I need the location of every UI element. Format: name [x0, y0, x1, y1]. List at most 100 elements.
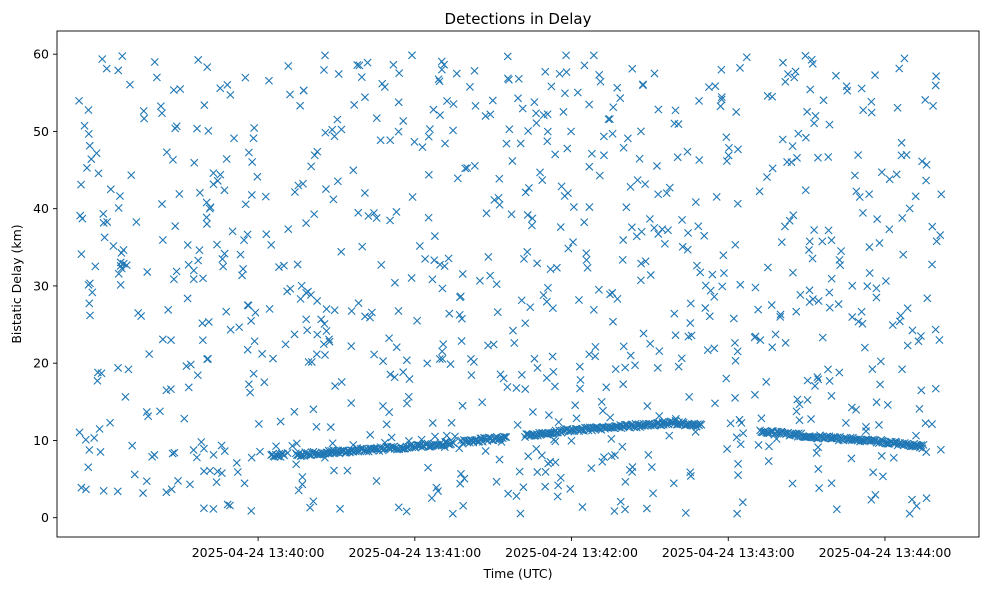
data-point-x-marker	[598, 406, 607, 415]
data-point-x-marker	[654, 105, 663, 114]
data-point-x-marker	[618, 255, 627, 264]
data-point-x-marker	[113, 487, 122, 496]
data-point-x-marker	[517, 370, 526, 379]
data-point-x-marker	[877, 451, 886, 460]
data-point-x-marker	[94, 169, 103, 178]
data-point-x-marker	[470, 161, 479, 170]
data-point-x-marker	[733, 347, 742, 356]
data-point-x-marker	[776, 312, 785, 321]
data-point-x-marker	[97, 369, 106, 378]
data-point-x-marker	[923, 294, 932, 303]
data-point-x-marker	[935, 336, 944, 344]
data-point-x-marker	[223, 500, 232, 509]
data-point-x-marker	[75, 428, 84, 437]
data-point-x-marker	[321, 51, 329, 60]
data-point-x-marker	[222, 155, 231, 163]
data-point-x-marker	[182, 362, 191, 371]
data-point-x-marker	[428, 275, 437, 284]
data-point-x-marker	[223, 80, 232, 89]
data-point-x-marker	[687, 331, 696, 340]
data-point-x-marker	[893, 103, 902, 112]
data-point-x-marker	[587, 149, 596, 158]
data-point-x-marker	[157, 200, 166, 209]
data-point-x-marker	[636, 276, 645, 285]
data-point-x-marker	[639, 329, 648, 338]
data-point-x-marker	[168, 155, 177, 164]
data-point-x-marker	[885, 225, 894, 234]
data-point-x-marker	[562, 51, 571, 60]
data-point-x-marker	[613, 294, 622, 303]
data-point-x-marker	[712, 192, 721, 201]
data-point-x-marker	[647, 463, 656, 472]
data-point-x-marker	[905, 509, 914, 518]
data-point-x-marker	[119, 246, 128, 254]
data-point-x-marker	[312, 350, 321, 359]
data-point-x-marker	[686, 319, 695, 328]
data-point-x-marker	[457, 337, 466, 346]
data-point-x-marker	[516, 509, 525, 518]
data-point-x-marker	[530, 354, 539, 363]
y-axis-label: Bistatic Delay (km)	[9, 224, 24, 343]
data-point-x-marker	[842, 82, 851, 91]
data-point-x-marker	[566, 484, 575, 493]
data-point-x-marker	[865, 190, 874, 199]
data-point-x-marker	[328, 439, 337, 448]
data-point-x-marker	[848, 281, 857, 290]
data-point-x-marker	[719, 251, 728, 260]
data-point-x-marker	[115, 192, 124, 201]
data-point-x-marker	[209, 180, 218, 189]
data-point-x-marker	[810, 381, 819, 390]
data-point-x-marker	[276, 417, 285, 426]
data-point-x-marker	[390, 373, 399, 382]
data-point-x-marker	[553, 428, 562, 437]
data-point-x-marker	[877, 168, 886, 177]
data-point-x-marker	[455, 293, 464, 302]
data-point-x-marker	[722, 157, 731, 166]
data-point-x-marker	[502, 139, 511, 148]
data-point-x-marker	[84, 129, 93, 138]
data-point-x-marker	[542, 297, 551, 306]
data-point-x-marker	[824, 226, 833, 235]
data-point-x-marker	[81, 435, 90, 444]
data-point-x-marker	[591, 352, 600, 361]
data-point-x-marker	[589, 51, 598, 60]
data-point-x-marker	[735, 415, 744, 424]
data-point-x-marker	[638, 80, 647, 89]
data-point-x-marker	[281, 340, 290, 349]
data-point-x-marker	[328, 125, 337, 134]
data-point-x-marker	[754, 305, 763, 314]
data-point-x-marker	[931, 384, 940, 393]
data-point-x-marker	[734, 459, 743, 468]
data-point-x-marker	[732, 433, 741, 442]
data-point-x-marker	[936, 445, 945, 454]
data-point-x-marker	[541, 67, 550, 76]
data-point-x-marker	[810, 119, 819, 128]
data-point-x-marker	[465, 82, 474, 91]
data-point-x-marker	[155, 407, 164, 416]
data-point-x-marker	[248, 157, 257, 166]
data-point-x-marker	[860, 343, 869, 352]
data-point-x-marker	[616, 94, 625, 103]
data-point-x-marker	[294, 486, 303, 495]
data-point-x-marker	[521, 319, 530, 328]
data-point-x-marker	[333, 115, 342, 124]
data-point-x-marker	[204, 126, 213, 135]
data-point-x-marker	[788, 142, 797, 151]
data-point-x-marker	[424, 170, 433, 179]
data-point-x-marker	[77, 180, 86, 189]
data-point-x-marker	[447, 418, 456, 427]
data-point-x-marker	[139, 489, 148, 498]
data-point-x-marker	[220, 447, 229, 456]
data-point-x-marker	[783, 158, 792, 166]
data-point-x-marker	[510, 338, 519, 347]
data-point-x-marker	[554, 418, 563, 427]
data-point-x-marker	[819, 96, 828, 105]
data-point-x-marker	[903, 341, 912, 350]
data-point-x-marker	[827, 274, 836, 283]
data-point-x-marker	[619, 342, 628, 351]
data-point-x-marker	[319, 340, 328, 349]
data-point-x-marker	[557, 182, 566, 191]
data-point-x-marker	[685, 392, 694, 401]
data-point-x-marker	[247, 506, 256, 515]
data-point-x-marker	[717, 65, 726, 74]
